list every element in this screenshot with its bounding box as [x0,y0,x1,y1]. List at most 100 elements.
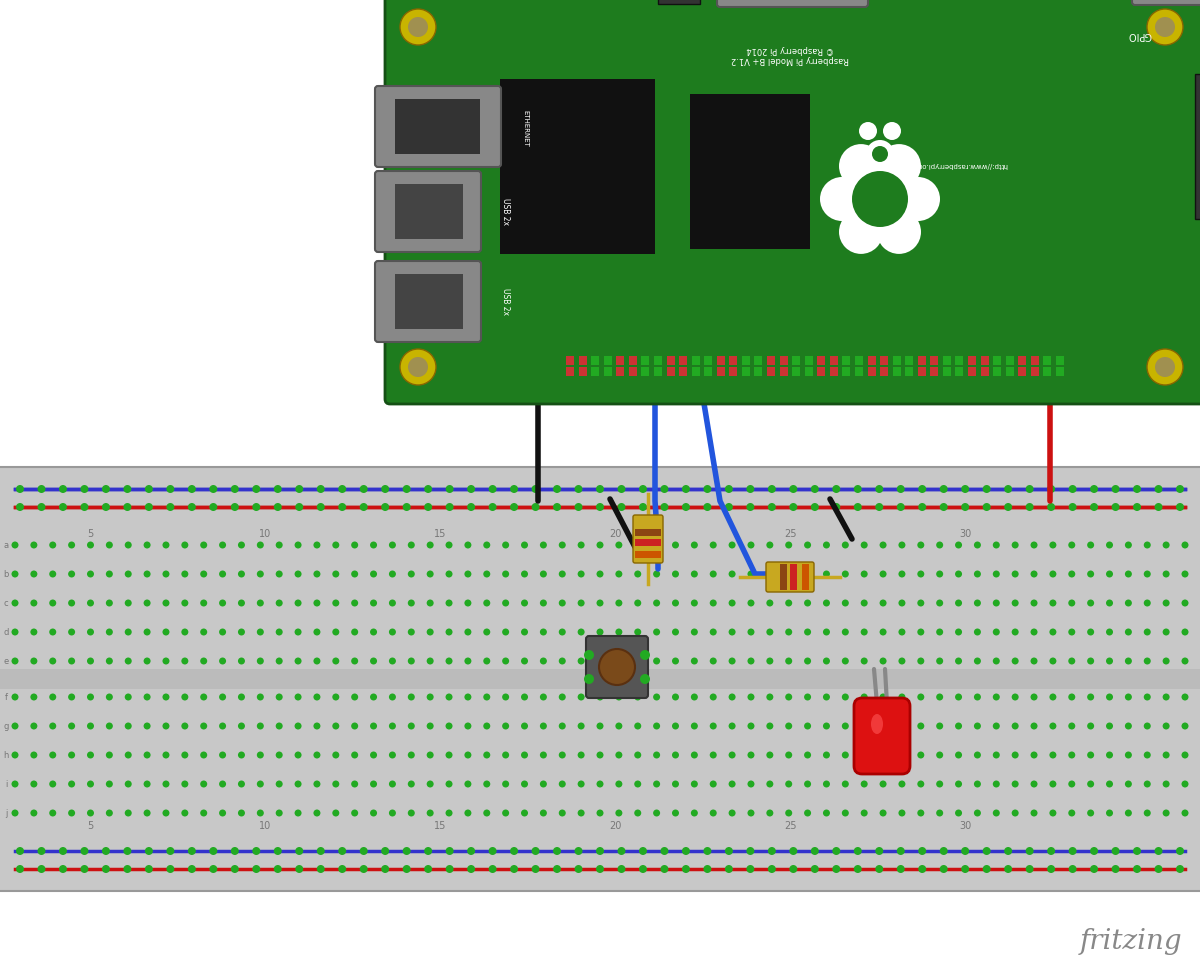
Circle shape [276,723,283,730]
Circle shape [682,865,690,873]
Circle shape [445,781,452,788]
Circle shape [1050,723,1056,730]
Circle shape [936,658,943,665]
Circle shape [360,865,367,873]
Circle shape [1068,542,1075,548]
Circle shape [313,694,320,701]
Circle shape [559,694,565,701]
Circle shape [596,865,604,873]
Circle shape [1068,629,1075,636]
Circle shape [295,865,304,873]
Circle shape [382,485,389,493]
FancyBboxPatch shape [376,172,481,253]
Circle shape [464,694,472,701]
Circle shape [896,865,905,873]
Circle shape [332,658,340,665]
Circle shape [1050,781,1056,788]
Circle shape [596,629,604,636]
Bar [792,357,800,365]
Bar [679,367,688,377]
Bar [1195,75,1200,220]
Circle shape [703,847,712,855]
Circle shape [313,571,320,578]
Circle shape [1090,865,1098,873]
Circle shape [400,10,436,46]
Circle shape [1087,658,1094,665]
Circle shape [294,752,301,759]
Circle shape [12,694,18,701]
Circle shape [918,485,926,493]
Circle shape [1004,485,1012,493]
Circle shape [616,658,623,665]
Circle shape [1106,723,1114,730]
Circle shape [540,629,547,636]
Circle shape [502,600,509,607]
Circle shape [427,723,433,730]
Circle shape [1068,752,1075,759]
Bar [679,357,688,365]
Circle shape [238,781,245,788]
Bar [880,367,888,377]
Circle shape [144,600,150,607]
Bar [742,357,750,365]
Circle shape [162,694,169,701]
Circle shape [408,18,428,38]
Circle shape [672,810,679,817]
FancyBboxPatch shape [634,516,664,563]
Circle shape [596,752,604,759]
Circle shape [510,865,518,873]
Circle shape [660,865,668,873]
Circle shape [682,847,690,855]
Circle shape [992,600,1000,607]
Circle shape [389,723,396,730]
Circle shape [936,571,943,578]
Circle shape [748,810,755,817]
Circle shape [352,752,358,759]
Circle shape [616,752,623,759]
Circle shape [1012,571,1019,578]
Circle shape [338,847,347,855]
Circle shape [691,810,698,817]
Circle shape [672,781,679,788]
Circle shape [408,781,415,788]
Circle shape [124,865,132,873]
Circle shape [276,810,283,817]
Circle shape [860,781,868,788]
Circle shape [59,847,67,855]
Circle shape [1124,542,1132,548]
Circle shape [728,542,736,548]
Circle shape [918,504,926,512]
Circle shape [408,694,415,701]
Circle shape [274,485,282,493]
Circle shape [577,629,584,636]
Bar [980,357,989,365]
Circle shape [1106,571,1114,578]
Circle shape [424,485,432,493]
Text: 15: 15 [434,528,446,539]
Circle shape [785,629,792,636]
Circle shape [553,847,562,855]
Bar [767,367,775,377]
Bar [767,357,775,365]
Circle shape [1111,504,1120,512]
Circle shape [1087,629,1094,636]
Bar [893,357,901,365]
Circle shape [940,504,948,512]
Circle shape [521,781,528,788]
Circle shape [638,865,647,873]
Bar [792,367,800,377]
Circle shape [728,571,736,578]
Bar [395,100,480,155]
Circle shape [616,571,623,578]
Circle shape [1090,485,1098,493]
Bar [842,357,851,365]
Circle shape [596,542,604,548]
Circle shape [709,694,716,701]
Circle shape [992,658,1000,665]
Bar [641,367,649,377]
Circle shape [1154,358,1175,378]
Circle shape [1176,847,1184,855]
Circle shape [106,723,113,730]
Circle shape [30,629,37,636]
Bar [943,367,950,377]
